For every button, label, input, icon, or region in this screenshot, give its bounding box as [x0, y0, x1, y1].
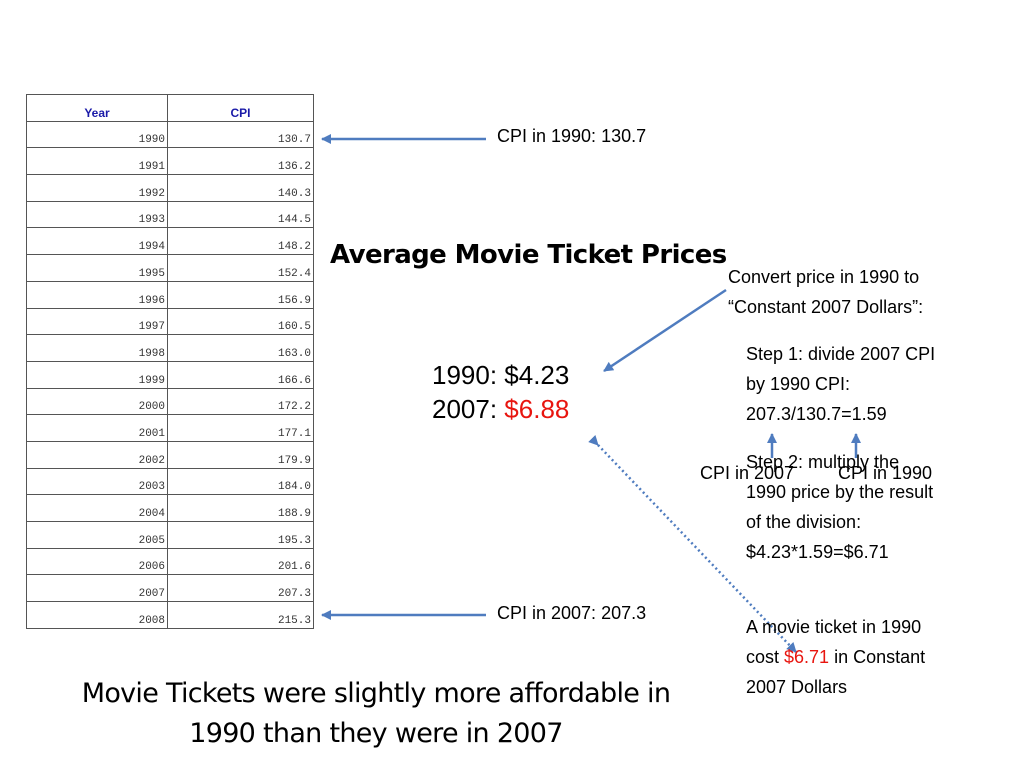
cell-year: 1997	[26, 307, 168, 336]
table-row: 2006 201.6	[26, 547, 314, 576]
convert-line-2: “Constant 2007 Dollars”:	[728, 297, 924, 317]
result-statement: A movie ticket in 1990 cost $6.71 in Con…	[746, 612, 925, 702]
table-row: 2008 215.3	[26, 601, 314, 629]
result-line-2: cost $6.71 in Constant	[746, 642, 925, 672]
column-header-year: Year	[26, 94, 168, 122]
cell-cpi: 140.3	[167, 174, 314, 202]
cell-year: 1992	[26, 174, 168, 202]
table-header-row: Year CPI	[26, 94, 314, 122]
prices-block: 1990: $4.23 2007: $6.88	[432, 358, 569, 426]
convert-instruction: Convert price in 1990 to “Constant 2007 …	[728, 262, 923, 322]
step-1-line-2: by 1990 CPI:	[746, 374, 851, 394]
cell-cpi: 188.9	[167, 494, 314, 522]
cell-year: 2005	[26, 521, 168, 549]
result-value: $6.71	[784, 647, 830, 667]
step-2: Step 2: multiply the 1990 price by the r…	[746, 447, 933, 567]
table-row: 2005 195.3	[26, 521, 314, 549]
table-row: 2002 179.9	[26, 440, 314, 469]
step-2-line-4: $4.23*1.59=$6.71	[746, 542, 889, 562]
cell-year: 2007	[26, 574, 168, 603]
step-2-line-2: 1990 price by the result	[746, 482, 934, 502]
table-row: 2004 188.9	[26, 494, 314, 522]
cell-cpi: 172.2	[167, 387, 314, 416]
label-cpi-in-2007: CPI in 2007	[700, 463, 795, 483]
cell-year: 1996	[26, 280, 168, 309]
cell-cpi: 195.3	[167, 521, 314, 549]
cpi-table-body: 1990 130.7 1991 136.2 1992 140.3 1993 144.5 1994…	[26, 120, 314, 629]
arrow-convert-to-1990-price	[603, 288, 727, 373]
conclusion-line-1: Movie Tickets were slightly more afforda…	[81, 678, 671, 709]
table-row: 1995 152.4	[26, 254, 314, 282]
price-2007-value: $6.88	[504, 394, 570, 424]
cell-year: 1994	[26, 227, 168, 256]
cell-cpi: 136.2	[167, 147, 314, 176]
price-2007: 2007: $6.88	[432, 392, 569, 426]
cell-cpi: 177.1	[167, 414, 314, 442]
cell-cpi: 207.3	[167, 574, 314, 603]
callout-cpi-1990: CPI in 1990: 130.7	[497, 126, 647, 146]
table-row: 1992 140.3	[26, 174, 314, 202]
cell-cpi: 130.7	[167, 120, 314, 149]
callout-cpi-2007: CPI in 2007: 207.3	[497, 603, 647, 623]
step-1: Step 1: divide 2007 CPI by 1990 CPI: 207…	[746, 339, 935, 429]
step-2-line-1: Step 2: multiply the	[746, 452, 900, 472]
table-row: 2007 207.3	[26, 574, 314, 603]
cell-cpi: 148.2	[167, 227, 314, 256]
cell-year: 2006	[26, 547, 168, 576]
conclusion: Movie Tickets were slightly more afforda…	[40, 674, 712, 754]
result-line-1: A movie ticket in 1990	[746, 617, 922, 637]
convert-line-1: Convert price in 1990 to	[728, 267, 920, 287]
price-2007-label: 2007:	[432, 394, 505, 424]
cell-cpi: 152.4	[167, 254, 314, 282]
result-suffix: in Constant	[829, 647, 926, 667]
cell-year: 2004	[26, 494, 168, 522]
table-row: 2000 172.2	[26, 387, 314, 416]
cell-cpi: 184.0	[167, 467, 314, 496]
table-row: 2003 184.0	[26, 467, 314, 496]
cell-cpi: 215.3	[167, 601, 314, 629]
column-header-cpi: CPI	[167, 94, 314, 122]
table-row: 1997 160.5	[26, 307, 314, 336]
table-row: 1990 130.7	[26, 120, 314, 149]
cpi-table: Year CPI 1990 130.7 1991 136.2 1992 140.3 1993…	[26, 94, 314, 629]
cell-cpi: 179.9	[167, 440, 314, 469]
cell-year: 2002	[26, 440, 168, 469]
step-1-line-1: Step 1: divide 2007 CPI	[746, 344, 936, 364]
cell-year: 2008	[26, 601, 168, 629]
cell-cpi: 201.6	[167, 547, 314, 576]
table-row: 1996 156.9	[26, 280, 314, 309]
step-1-line-3: 207.3/130.7=1.59	[746, 404, 887, 424]
table-row: 1993 144.5	[26, 200, 314, 229]
cell-year: 1999	[26, 360, 168, 389]
conclusion-line-2: 1990 than they were in 2007	[189, 718, 563, 749]
table-row: 1994 148.2	[26, 227, 314, 256]
cell-cpi: 144.5	[167, 200, 314, 229]
table-row: 1991 136.2	[26, 147, 314, 176]
result-line-3: 2007 Dollars	[746, 677, 848, 697]
cell-cpi: 156.9	[167, 280, 314, 309]
step-2-line-3: of the division:	[746, 512, 862, 532]
price-1990: 1990: $4.23	[432, 360, 570, 390]
result-prefix: cost	[746, 647, 785, 667]
table-row: 2001 177.1	[26, 414, 314, 442]
cell-cpi: 163.0	[167, 334, 314, 362]
cell-year: 1993	[26, 200, 168, 229]
cell-year: 1995	[26, 254, 168, 282]
page-title: Average Movie Ticket Prices	[330, 240, 727, 270]
label-cpi-in-1990: CPI in 1990	[838, 463, 933, 483]
